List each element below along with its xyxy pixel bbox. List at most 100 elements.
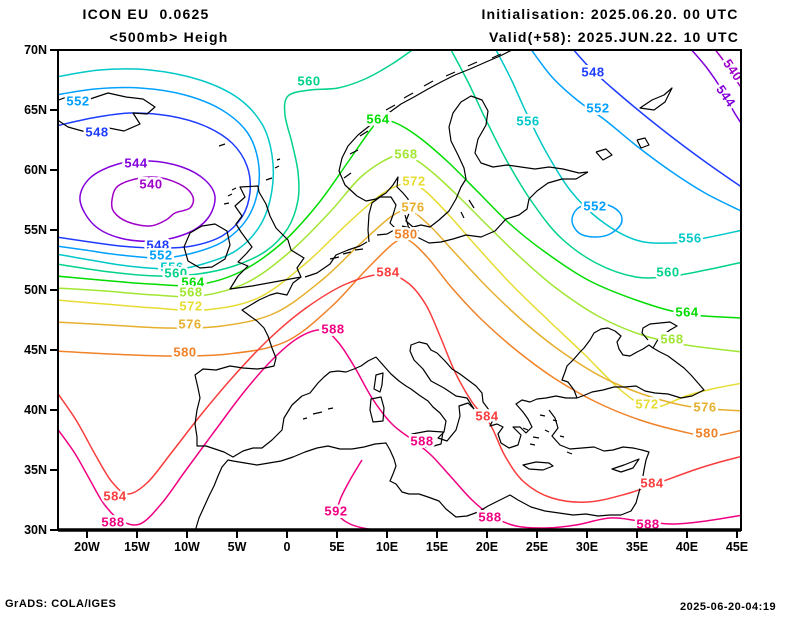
title-init-time: Initialisation: 2025.06.20. 00 UTC xyxy=(481,6,739,22)
contour-label: 592 xyxy=(324,504,347,519)
contour-label: 588 xyxy=(410,434,433,449)
contour-label: 580 xyxy=(394,227,417,242)
contour-label: 572 xyxy=(402,174,425,189)
plot-timestamp: 2025-06-20-04:19 xyxy=(680,601,777,613)
y-tick-label: 40N xyxy=(24,403,47,417)
y-tick-label: 45N xyxy=(24,343,47,357)
contour-label: 584 xyxy=(376,265,399,280)
contour-line-592 xyxy=(336,459,386,530)
coastline xyxy=(595,87,673,161)
contour-line-560 xyxy=(450,50,741,279)
title-field: <500mb> Heigh xyxy=(109,29,229,45)
contour-label: 588 xyxy=(321,322,344,337)
coastline xyxy=(338,50,589,228)
contour-label: 576 xyxy=(693,400,716,415)
contour-label: 560 xyxy=(656,265,679,280)
y-tick-label: 60N xyxy=(24,163,47,177)
x-tick-label: 10E xyxy=(376,540,398,554)
contour-label: 552 xyxy=(586,101,609,116)
contour-line-568 xyxy=(58,153,741,353)
contour-line-572 xyxy=(58,182,741,409)
map-frame xyxy=(57,49,742,532)
contour-line-544 xyxy=(690,50,741,125)
x-tick-label: 30E xyxy=(576,540,598,554)
y-tick-label: 65N xyxy=(24,103,47,117)
contour-label: 564 xyxy=(181,275,204,290)
coastline xyxy=(404,171,589,244)
contour-label: 588 xyxy=(101,515,124,530)
coastline-layer xyxy=(58,50,705,530)
coastline xyxy=(375,341,577,449)
contour-label: 556 xyxy=(678,231,701,246)
contour-label: 572 xyxy=(635,397,658,412)
contour-label: 560 xyxy=(297,74,320,89)
contour-line-576 xyxy=(58,209,741,412)
y-tick-label: 50N xyxy=(24,283,47,297)
coastline xyxy=(194,276,377,458)
contour-line-544 xyxy=(79,160,216,242)
contour-label: 568 xyxy=(394,147,417,162)
contour-label: 548 xyxy=(581,65,604,80)
coastline xyxy=(561,321,705,399)
x-tick-label: 20E xyxy=(476,540,498,554)
coastline xyxy=(183,223,231,269)
contour-line-560 xyxy=(58,50,414,277)
contour-label: 564 xyxy=(675,305,698,320)
contour-line-540 xyxy=(110,176,195,227)
contour-line-556 xyxy=(495,50,741,244)
contour-label: 548 xyxy=(146,238,169,253)
contour-line-588 xyxy=(58,329,741,529)
x-tick-label: 0 xyxy=(284,540,291,554)
contour-label-layer: 5405445485525485525565605645685725765805… xyxy=(64,54,748,534)
contour-layer xyxy=(58,50,741,530)
contour-line-552 xyxy=(571,202,623,238)
contour-label: 544 xyxy=(713,82,739,110)
x-tick-label: 25E xyxy=(526,540,548,554)
contour-label: 576 xyxy=(401,200,424,215)
contour-label: 564 xyxy=(366,112,389,127)
x-tick-label: 15E xyxy=(426,540,448,554)
contour-line-548 xyxy=(572,50,741,188)
coastline xyxy=(194,409,650,530)
y-tick-label: 30N xyxy=(24,523,47,537)
coastline xyxy=(367,196,420,243)
y-tick-label: 70N xyxy=(24,43,47,57)
contour-label: 568 xyxy=(660,332,683,347)
coastline xyxy=(58,92,156,133)
contour-line-564 xyxy=(58,119,741,319)
x-tick-label: 15W xyxy=(124,540,150,554)
x-tick-label: 5E xyxy=(329,540,344,554)
contour-line-584 xyxy=(58,273,741,503)
contour-label: 572 xyxy=(179,299,202,314)
contour-label: 584 xyxy=(103,489,126,504)
contour-label: 552 xyxy=(583,199,606,214)
contour-label: 588 xyxy=(478,510,501,525)
coastline xyxy=(229,185,305,290)
x-tick-label: 20W xyxy=(74,540,100,554)
axis-tick-layer: 70N 65N 60N 55N 50N 45N 40N 35N 30N 20W 15W 10W 5W 0 5… xyxy=(24,43,748,554)
x-tick-label: 5W xyxy=(228,540,247,554)
coastline xyxy=(218,143,573,455)
x-tick-label: 45E xyxy=(726,540,748,554)
contour-line-552 xyxy=(530,50,741,212)
map-border xyxy=(57,49,742,531)
contour-label: 584 xyxy=(475,409,498,424)
contour-label: 560 xyxy=(164,266,187,281)
coastline xyxy=(304,241,368,278)
title-model: ICON EU 0.0625 xyxy=(82,6,210,22)
contour-label: 540 xyxy=(139,177,162,192)
coastline xyxy=(369,372,640,473)
x-tick-label: 40E xyxy=(676,540,698,554)
contour-label: 584 xyxy=(640,476,663,491)
contour-label: 580 xyxy=(695,426,718,441)
contour-label: 552 xyxy=(149,248,172,263)
contour-label: 552 xyxy=(66,94,89,109)
contour-line-552 xyxy=(58,86,261,259)
contour-label: 568 xyxy=(179,285,202,300)
title-valid-time: Valid(+58): 2025.JUN.22. 10 UTC xyxy=(488,29,740,45)
contour-label: 556 xyxy=(160,260,183,275)
coastline xyxy=(343,53,502,179)
contour-line-580 xyxy=(58,237,741,437)
x-tick-label: 35E xyxy=(626,540,648,554)
